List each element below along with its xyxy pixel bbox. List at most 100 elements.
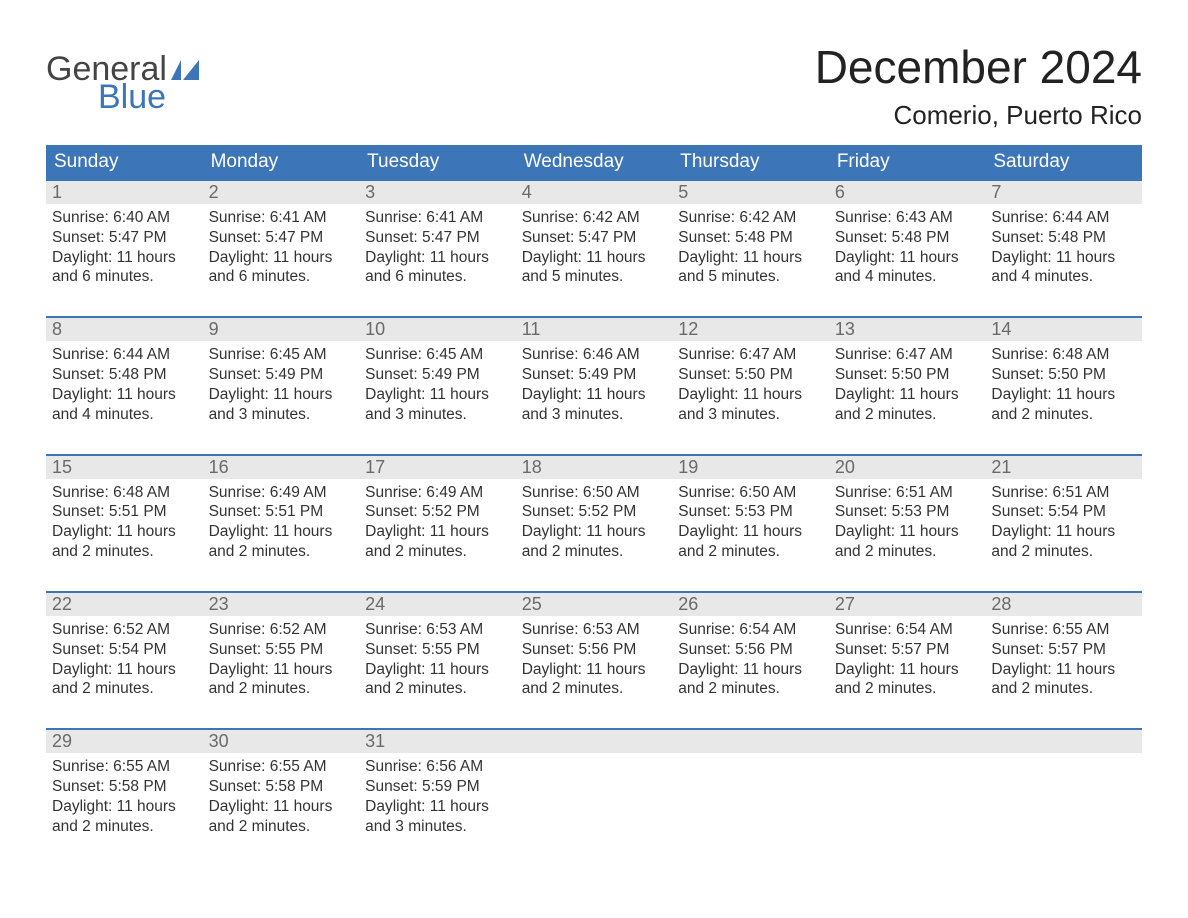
sunset-line: Sunset: 5:48 PM [835,229,950,246]
calendar-day-cell: 2Sunrise: 6:41 AMSunset: 5:47 PMDaylight… [203,180,360,293]
sunrise-line: Sunrise: 6:52 AM [209,621,327,638]
sunrise-line: Sunrise: 6:48 AM [991,346,1109,363]
day-number: 20 [829,456,986,479]
day-details: Sunrise: 6:52 AMSunset: 5:54 PMDaylight:… [46,616,203,705]
day-number: 1 [46,181,203,204]
week-spacer [46,431,1142,455]
sunrise-line: Sunrise: 6:42 AM [522,209,640,226]
daylight-line: Daylight: 11 hours and 2 minutes. [991,661,1115,698]
day-details: Sunrise: 6:40 AMSunset: 5:47 PMDaylight:… [46,204,203,293]
calendar-day-cell: 11Sunrise: 6:46 AMSunset: 5:49 PMDayligh… [516,317,673,430]
calendar-day-cell: 1Sunrise: 6:40 AMSunset: 5:47 PMDaylight… [46,180,203,293]
day-header: Friday [829,145,986,180]
logo-flag-icon [171,60,199,80]
week-spacer [46,293,1142,317]
sunset-line: Sunset: 5:51 PM [52,503,167,520]
sunrise-line: Sunrise: 6:53 AM [522,621,640,638]
day-number: 29 [46,730,203,753]
day-number: 27 [829,593,986,616]
day-details: Sunrise: 6:50 AM Sunset: 5:53 PM Daylight:… [672,479,829,568]
day-number: 9 [203,318,360,341]
daylight-line: Daylight: 11 hours and 2 minutes. [52,798,176,835]
daylight-line: Daylight: 11 hours and 3 minutes. [365,386,489,423]
day-number: 8 [46,318,203,341]
day-number: 31 [359,730,516,753]
calendar-day-cell: 22Sunrise: 6:52 AMSunset: 5:54 PMDayligh… [46,592,203,705]
sunrise-line: Sunrise: 6:56 AM [365,758,483,775]
sunset-line: Sunset: 5:57 PM [835,641,950,658]
daylight-line: Daylight: 11 hours and 2 minutes. [365,523,489,560]
sunset-line: Sunset: 5:50 PM [678,366,793,383]
sunrise-line: Sunrise: 6:51 AM [991,484,1109,501]
calendar-day-cell: 28Sunrise: 6:55 AMSunset: 5:57 PMDayligh… [985,592,1142,705]
daylight-line: Daylight: 11 hours and 3 minutes. [365,798,489,835]
daylight-line: Daylight: 11 hours and 2 minutes. [365,661,489,698]
calendar-day-cell: 19Sunrise: 6:50 AMSunset: 5:53 PMDayligh… [672,455,829,568]
day-details: Sunrise: 6:48 AMSunset: 5:50 PMDaylight:… [985,341,1142,430]
sunset-line: Sunset: 5:49 PM [209,366,324,383]
sunset-line: Sunset: 5:47 PM [52,229,167,246]
day-number: 28 [985,593,1142,616]
daylight-line: Daylight: 11 hours and 4 minutes. [835,249,959,286]
week-spacer [46,705,1142,729]
day-number: 18 [516,456,673,479]
sunset-line: Sunset: 5:49 PM [365,366,480,383]
sunset-line: Sunset: 5:51 PM [209,503,324,520]
sunset-line: Sunset: 5:53 PM [678,503,793,520]
sunrise-line: Sunrise: 6:49 AM [365,484,483,501]
sunrise-line: Sunrise: 6:45 AM [365,346,483,363]
sunrise-line: Sunrise: 6:50 AM [678,484,796,501]
sunset-line: Sunset: 5:48 PM [52,366,167,383]
sunset-line: Sunset: 5:56 PM [678,641,793,658]
calendar-day-cell: 14Sunrise: 6:48 AMSunset: 5:50 PMDayligh… [985,317,1142,430]
day-header: Thursday [672,145,829,180]
calendar-day-cell: 13Sunrise: 6:47 AMSunset: 5:50 PMDayligh… [829,317,986,430]
calendar-day-cell: 29Sunrise: 6:55 AMSunset: 5:58 PMDayligh… [46,729,203,842]
calendar-day-cell: 4Sunrise: 6:42 AMSunset: 5:47 PMDaylight… [516,180,673,293]
calendar-day-cell: 30Sunrise: 6:55 AMSunset: 5:58 PMDayligh… [203,729,360,842]
day-number: 26 [672,593,829,616]
day-number [672,730,829,753]
daylight-line: Daylight: 11 hours and 2 minutes. [52,523,176,560]
calendar-day-cell: 10Sunrise: 6:45 AMSunset: 5:49 PMDayligh… [359,317,516,430]
sunset-line: Sunset: 5:50 PM [991,366,1106,383]
calendar-day-cell: 23Sunrise: 6:52 AMSunset: 5:55 PMDayligh… [203,592,360,705]
day-details: Sunrise: 6:54 AMSunset: 5:57 PMDaylight:… [829,616,986,705]
day-number: 23 [203,593,360,616]
calendar-day-cell: 7Sunrise: 6:44 AMSunset: 5:48 PMDaylight… [985,180,1142,293]
daylight-line: Daylight: 11 hours and 4 minutes. [991,249,1115,286]
day-details: Sunrise: 6:51 AMSunset: 5:54 PMDaylight:… [985,479,1142,568]
sunrise-line: Sunrise: 6:41 AM [365,209,483,226]
sunset-line: Sunset: 5:49 PM [522,366,637,383]
sunrise-line: Sunrise: 6:46 AM [522,346,640,363]
day-number: 13 [829,318,986,341]
calendar-day-cell: 18Sunrise: 6:50 AMSunset: 5:52 PMDayligh… [516,455,673,568]
day-number: 15 [46,456,203,479]
sunset-line: Sunset: 5:50 PM [835,366,950,383]
sunrise-line: Sunrise: 6:55 AM [209,758,327,775]
calendar-week-row: 1Sunrise: 6:40 AMSunset: 5:47 PMDaylight… [46,180,1142,293]
day-number: 4 [516,181,673,204]
day-details: Sunrise: 6:44 AMSunset: 5:48 PMDaylight:… [46,341,203,430]
sunrise-line: Sunrise: 6:54 AM [835,621,953,638]
daylight-line: Daylight: 11 hours and 2 minutes. [209,661,333,698]
calendar-day-cell: 26Sunrise: 6:54 AMSunset: 5:56 PMDayligh… [672,592,829,705]
calendar-week-row: 29 Sunrise: 6:55 AM Sunset: 5:58 PM Dayligh… [46,729,1142,842]
sunrise-line: Sunrise: 6:50 AM [522,484,640,501]
day-number: 5 [672,181,829,204]
calendar-day-cell: 5Sunrise: 6:42 AMSunset: 5:48 PMDaylight… [672,180,829,293]
sunrise-line: Sunrise: 6:43 AM [835,209,953,226]
sunrise-line: Sunrise: 6:44 AM [52,346,170,363]
daylight-line: Daylight: 11 hours and 3 minutes. [522,386,646,423]
calendar-day-cell: 20Sunrise: 6:51 AMSunset: 5:53 PMDayligh… [829,455,986,568]
day-details: Sunrise: 6:47 AMSunset: 5:50 PMDaylight:… [829,341,986,430]
sunrise-line: Sunrise: 6:52 AM [52,621,170,638]
daylight-line: Daylight: 11 hours and 3 minutes. [678,386,802,423]
calendar-week-row: 22Sunrise: 6:52 AMSunset: 5:54 PMDayligh… [46,592,1142,705]
sunset-line: Sunset: 5:58 PM [52,778,167,795]
day-details: Sunrise: 6:43 AM Sunset: 5:48 PM Daylight:… [829,204,986,293]
day-number: 16 [203,456,360,479]
calendar-day-cell [516,729,673,842]
daylight-line: Daylight: 11 hours and 2 minutes. [678,523,802,560]
day-details: Sunrise: 6:49 AMSunset: 5:52 PMDaylight:… [359,479,516,568]
